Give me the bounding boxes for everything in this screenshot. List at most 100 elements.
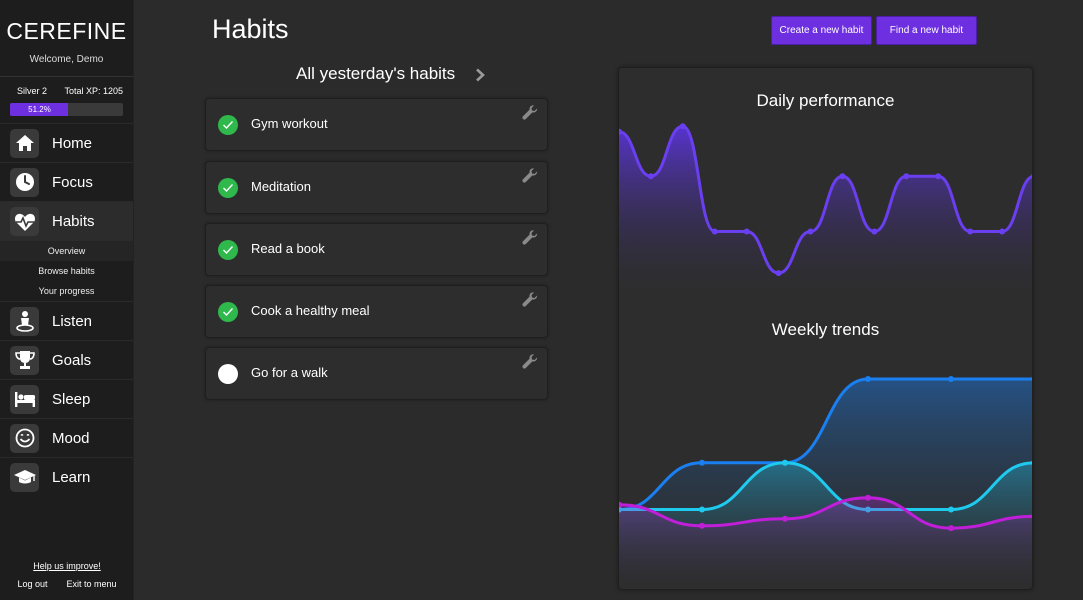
habit-checkbox[interactable]	[218, 178, 238, 198]
habit-name: Cook a healthy meal	[251, 303, 370, 318]
wrench-icon[interactable]	[522, 168, 538, 189]
data-point[interactable]	[1031, 173, 1033, 179]
data-point[interactable]	[903, 173, 910, 180]
data-point[interactable]	[699, 522, 705, 529]
habits-list-title: All yesterday's habits	[296, 64, 456, 83]
page-title: Habits	[212, 14, 289, 44]
sidebar-item-focus[interactable]: Focus	[0, 162, 133, 201]
sidebar-item-home[interactable]: Home	[0, 123, 133, 162]
subnav-item-overview[interactable]: Overview	[0, 241, 133, 261]
data-point[interactable]	[948, 376, 954, 382]
logout-link[interactable]: Log out	[17, 579, 48, 589]
bottom-links: Log out Exit to menu	[0, 579, 134, 589]
data-point[interactable]	[619, 128, 622, 135]
data-point[interactable]	[839, 173, 846, 180]
data-point[interactable]	[948, 506, 954, 513]
xp-progress-label: 51.2%	[28, 105, 51, 114]
wrench-icon[interactable]	[522, 354, 538, 375]
help-us-improve-link[interactable]: Help us improve!	[33, 561, 101, 571]
data-point[interactable]	[935, 173, 942, 180]
meditation-icon	[10, 306, 39, 336]
data-point[interactable]	[1031, 460, 1033, 466]
subnav-item-browse-habits[interactable]: Browse habits	[38, 266, 95, 276]
sidebar-item-habits[interactable]: Habits	[0, 201, 133, 241]
sidebar-item-label: Habits	[52, 213, 95, 230]
data-point[interactable]	[807, 228, 814, 235]
data-point[interactable]	[775, 270, 782, 277]
sidebar-item-mood[interactable]: Mood	[0, 418, 133, 457]
find-habit-button[interactable]: Find a new habit	[876, 16, 977, 45]
smile-icon	[10, 423, 39, 453]
habit-checkbox[interactable]	[218, 115, 238, 135]
rank-label: Silver 2	[17, 86, 48, 96]
sidebar-item-label: Sleep	[52, 390, 91, 408]
bed-icon	[10, 384, 39, 414]
brand-logo: CEREFINE	[6, 18, 127, 44]
data-point[interactable]	[1031, 513, 1033, 519]
subnav-item-your-progress[interactable]: Your progress	[38, 286, 95, 296]
data-point[interactable]	[699, 506, 705, 513]
daily-performance-title: Daily performance	[756, 91, 895, 110]
data-point[interactable]	[647, 173, 654, 180]
habit-checkbox[interactable]	[218, 364, 238, 384]
habit-name: Meditation	[251, 179, 311, 194]
data-point[interactable]	[782, 459, 788, 466]
data-point[interactable]	[782, 515, 788, 522]
data-point[interactable]	[865, 376, 871, 382]
series-line-0	[619, 124, 1032, 275]
graduation-cap-icon	[10, 462, 39, 492]
sidebar-item-label: Goals	[52, 351, 92, 369]
habit-checkbox[interactable]	[218, 302, 238, 322]
sidebar-item-goals[interactable]: Goals	[0, 340, 133, 379]
habit-card: Gym workout	[205, 98, 548, 151]
wrench-icon[interactable]	[522, 230, 538, 251]
check-icon	[223, 121, 234, 130]
habit-card: Cook a healthy meal	[205, 285, 548, 338]
series-area-2	[619, 497, 1032, 589]
sidebar-item-listen[interactable]: Listen	[0, 301, 133, 340]
habit-name: Gym workout	[251, 116, 328, 131]
xp-progress-bar: 51.2%	[10, 103, 123, 116]
daily-performance-chart	[619, 123, 1033, 298]
habit-card: Read a book	[205, 223, 548, 276]
home-icon	[10, 128, 39, 158]
data-point[interactable]	[679, 123, 686, 130]
sidebar-nav: Home Focus Habits Overview Browse habits…	[0, 123, 133, 496]
data-point[interactable]	[711, 228, 718, 235]
habit-checkbox[interactable]	[218, 240, 238, 260]
sidebar-item-label: Home	[52, 134, 93, 152]
trophy-icon	[10, 345, 39, 375]
data-point[interactable]	[743, 228, 750, 235]
exit-to-menu-link[interactable]: Exit to menu	[66, 579, 117, 589]
habit-card: Meditation	[205, 161, 548, 214]
wrench-icon[interactable]	[522, 292, 538, 313]
sidebar-item-sleep[interactable]: Sleep	[0, 379, 133, 418]
total-xp-label: Total XP: 1205	[64, 86, 123, 96]
weekly-trends-title: Weekly trends	[771, 320, 880, 339]
data-point[interactable]	[619, 501, 622, 508]
sidebar-item-label: Focus	[52, 173, 93, 191]
data-point[interactable]	[865, 494, 871, 501]
heartbeat-icon	[10, 207, 39, 236]
charts-panel: Daily performance Weekly trends	[618, 67, 1033, 590]
series-area-0	[619, 126, 1032, 298]
data-point[interactable]	[967, 228, 974, 235]
weekly-trends-chart	[619, 376, 1033, 589]
sidebar-item-learn[interactable]: Learn	[0, 457, 133, 496]
data-point[interactable]	[1031, 376, 1033, 382]
sidebar: CEREFINE Welcome, Demo Silver 2 Total XP…	[0, 0, 134, 600]
check-icon	[223, 246, 234, 255]
create-habit-button[interactable]: Create a new habit	[771, 16, 872, 45]
clock-icon	[10, 167, 39, 197]
divider	[0, 76, 133, 77]
sidebar-item-label: Mood	[52, 429, 90, 447]
check-icon	[223, 308, 234, 317]
data-point[interactable]	[948, 525, 954, 532]
chevron-right-icon[interactable]	[474, 68, 486, 87]
data-point[interactable]	[871, 228, 878, 235]
data-point[interactable]	[999, 228, 1006, 235]
welcome-text: Welcome, Demo	[29, 54, 104, 65]
data-point[interactable]	[699, 459, 705, 466]
wrench-icon[interactable]	[522, 105, 538, 126]
xp-summary: Silver 2 Total XP: 1205	[0, 86, 133, 96]
